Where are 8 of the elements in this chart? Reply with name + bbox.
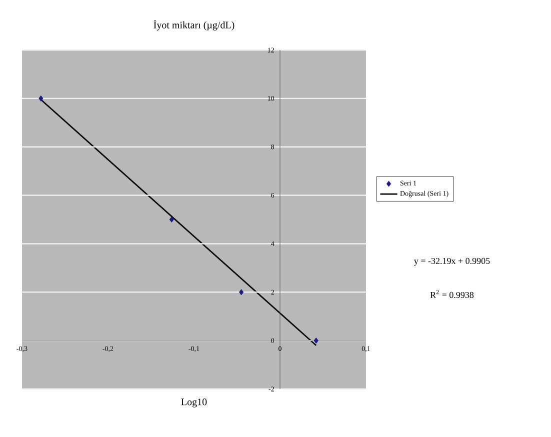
x-axis-title: Log10 xyxy=(181,398,207,408)
point xyxy=(239,289,244,296)
point xyxy=(38,95,44,102)
text: y = -32.19x + 0.9905 xyxy=(414,258,490,266)
point xyxy=(314,338,318,344)
chart-title: İyot miktarı (µg/dL) xyxy=(154,20,234,30)
text: R$^{2}$ = 0.9938 xyxy=(430,290,474,298)
point xyxy=(169,216,174,222)
